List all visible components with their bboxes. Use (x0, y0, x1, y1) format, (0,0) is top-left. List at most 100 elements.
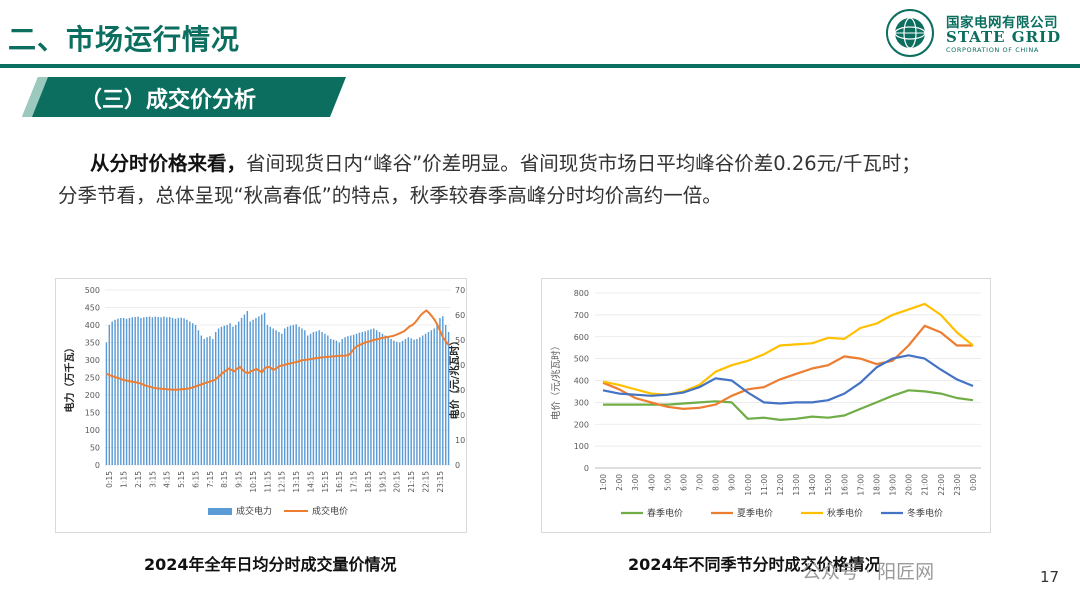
section-banner (22, 77, 346, 117)
power-bar (338, 342, 341, 465)
power-bar (341, 339, 343, 465)
power-bar (439, 318, 441, 465)
power-bar (367, 330, 369, 465)
power-bar (318, 330, 320, 465)
power-bar (324, 333, 326, 465)
power-bar (373, 328, 375, 465)
paragraph-line-2: 分季节看，总体呈现“秋高春低”的特点，秋季较春季高峰分时均价高约一倍。 (58, 184, 722, 207)
power-bar (249, 321, 251, 465)
power-bar (306, 335, 309, 465)
power-bar (375, 330, 378, 465)
power-bar (347, 336, 349, 465)
y-left-tick-label: 300 (85, 356, 100, 365)
series-summer-line (602, 324, 973, 410)
power-bar (332, 339, 335, 465)
power-bar (387, 337, 389, 465)
power-bar (237, 321, 240, 465)
x-tick-label: 9:00 (728, 474, 737, 491)
y-tick-label: 800 (574, 289, 589, 298)
power-bar (214, 332, 217, 465)
power-bar (410, 338, 412, 465)
series-spring-line (603, 389, 974, 421)
price-line (106, 309, 450, 391)
watermark-text: 公众号 · 阳匠网 (802, 561, 935, 583)
power-bar (444, 325, 447, 465)
power-bar (269, 326, 272, 465)
power-bar (416, 339, 418, 465)
x-tick-label: 8:15 (220, 471, 229, 488)
y-tick-label: 300 (574, 398, 589, 407)
power-bar (217, 328, 220, 465)
y-right-tick-label: 200 (455, 411, 465, 420)
x-tick-label: 12:00 (776, 474, 785, 496)
power-bar (298, 326, 300, 465)
power-bar (128, 318, 131, 465)
paragraph-rest: 省间现货日内“峰谷”价差明显。省间现货市场日平均峰谷价差0.26元/千瓦时； (246, 152, 921, 175)
power-bar (289, 325, 292, 465)
x-tick-label: 16:15 (335, 471, 344, 493)
power-bar (122, 318, 125, 465)
x-tick-label: 8:00 (712, 474, 721, 491)
y-right-tick-label: 100 (455, 436, 465, 445)
y-left-tick-label: 500 (85, 286, 100, 295)
power-bar (398, 342, 401, 465)
power-bar (180, 317, 182, 465)
power-bar (281, 333, 283, 465)
power-bar (329, 339, 332, 465)
power-bar (183, 318, 185, 465)
power-bar (131, 317, 134, 465)
legend-swatch-power (208, 508, 232, 515)
x-tick-label: 17:15 (350, 471, 359, 493)
x-tick-label: 9:15 (235, 471, 244, 488)
x-tick-label: 23:15 (436, 471, 445, 493)
legend-label: 夏季电价 (737, 507, 773, 519)
power-bar (393, 340, 395, 465)
x-tick-label: 7:00 (696, 474, 705, 491)
x-tick-label: 18:15 (364, 471, 373, 493)
power-bar (171, 318, 174, 465)
power-bar (266, 325, 269, 465)
power-bar (321, 332, 323, 465)
x-tick-label: 11:15 (263, 471, 272, 493)
caption-left: 2024年全年日均分时成交量价情况 (144, 555, 397, 574)
x-tick-label: 14:15 (306, 471, 315, 493)
power-bar (396, 341, 398, 465)
power-bar (312, 332, 315, 465)
y-right-tick-label: 600 (455, 311, 465, 320)
power-bar (263, 312, 266, 465)
power-bar (401, 340, 404, 465)
power-bar (381, 333, 384, 465)
x-tick-label: 10:00 (744, 474, 753, 496)
x-tick-label: 20:15 (393, 471, 402, 493)
power-bar (304, 330, 306, 465)
x-tick-label: 14:00 (808, 474, 817, 496)
series-winter-line (602, 354, 974, 405)
x-tick-label: 6:00 (679, 474, 688, 491)
x-tick-label: 5:00 (663, 474, 672, 491)
power-bar (232, 326, 234, 465)
power-bar (203, 339, 205, 465)
x-tick-label: 4:15 (163, 471, 172, 488)
power-bar (283, 328, 286, 465)
state-grid-logo (886, 9, 934, 57)
body-paragraph: 从分时价格来看，省间现货日内“峰谷”价差明显。省间现货市场日平均峰谷价差0.26… (58, 148, 1058, 212)
x-tick-label: 3:15 (148, 471, 157, 488)
x-tick-label: 22:00 (937, 474, 946, 496)
power-bar (145, 316, 148, 465)
power-bar (246, 311, 249, 465)
y-right-tick-label: 700 (455, 286, 465, 295)
x-tick-label: 15:15 (321, 471, 330, 493)
logo-company-cn: 国家电网有限公司 (946, 15, 1058, 31)
page-number: 17 (1040, 568, 1060, 586)
power-bar (209, 336, 211, 465)
y-tick-label: 700 (574, 311, 589, 320)
power-bar (384, 335, 387, 465)
power-bar (223, 325, 226, 465)
logo-company-sub: CORPORATION OF CHINA (946, 46, 1039, 54)
x-tick-label: 1:15 (120, 471, 129, 488)
y-tick-label: 0 (584, 464, 589, 473)
x-tick-label: 21:15 (407, 471, 416, 493)
y-right-tick-label: 300 (455, 386, 465, 395)
power-bar (140, 318, 142, 465)
paragraph-lead: 从分时价格来看， (90, 152, 247, 175)
